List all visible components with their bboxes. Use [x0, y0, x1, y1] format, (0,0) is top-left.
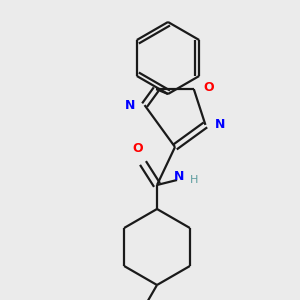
Text: O: O [133, 142, 143, 155]
Text: N: N [125, 99, 136, 112]
Text: O: O [204, 81, 214, 94]
Text: H: H [190, 175, 198, 185]
Text: N: N [174, 170, 184, 184]
Text: N: N [214, 118, 225, 131]
